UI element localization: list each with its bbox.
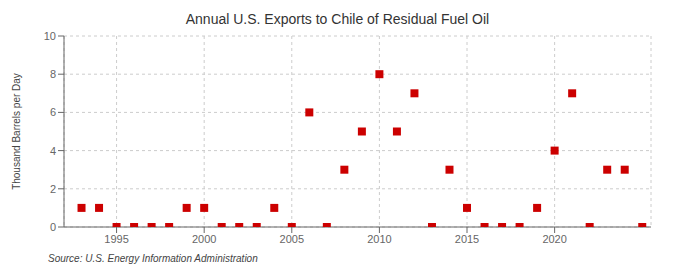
svg-text:2000: 2000	[192, 233, 216, 245]
html-text:Source: U.S. Energy Informatio: Source: U.S. Energy Information Administ…	[48, 253, 258, 264]
svg-text:4: 4	[50, 145, 56, 157]
svg-text:6: 6	[50, 106, 56, 118]
svg-text:10: 10	[44, 30, 56, 42]
svg-text:2005: 2005	[280, 233, 304, 245]
svg-text:2015: 2015	[455, 233, 479, 245]
svg-text:1995: 1995	[104, 233, 128, 245]
svg-text:Thousand Barrels per Day: Thousand Barrels per Day	[11, 73, 22, 190]
svg-text:2010: 2010	[367, 233, 391, 245]
svg-text:2: 2	[50, 183, 56, 195]
svg-text:2020: 2020	[542, 233, 566, 245]
svg-text:8: 8	[50, 68, 56, 80]
svg-text:0: 0	[50, 221, 56, 233]
html-text:Annual U.S. Exports to Chile o: Annual U.S. Exports to Chile of Residual…	[185, 11, 490, 27]
